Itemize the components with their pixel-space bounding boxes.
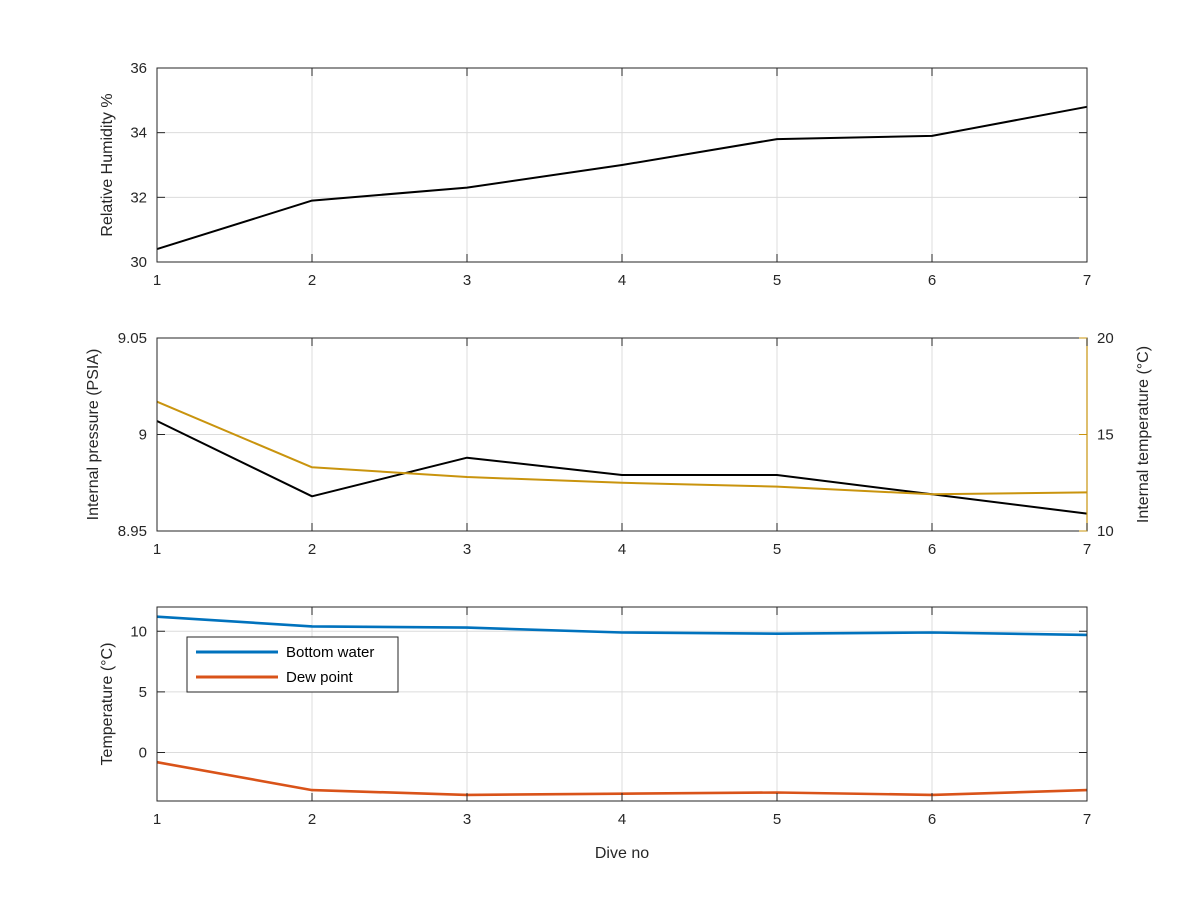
x-tick-label: 2: [308, 811, 316, 828]
y-tick-label: 5: [139, 684, 147, 701]
y-tick-label: 8.95: [118, 523, 147, 540]
x-tick-label: 4: [618, 811, 626, 828]
x-tick-label: 4: [618, 272, 626, 289]
legend-box: [186, 636, 399, 693]
series-line-pressure_temperature-1: [156, 400, 1088, 496]
series-line-humidity-0: [156, 105, 1088, 251]
right-y-tick-label: 10: [1097, 523, 1114, 540]
y-tick-label: 9.05: [118, 330, 147, 347]
x-axis-label: Dive no: [595, 845, 649, 862]
legend-entry: Bottom water: [286, 644, 374, 661]
x-tick-label: 6: [928, 811, 936, 828]
x-tick-label: 4: [618, 541, 626, 558]
panel-temperature: 1 2 3 4 5 6 7 0 5 10 Temperature (°C) Dive no Bottom…: [99, 606, 1091, 862]
y-axis-label: Temperature (°C): [99, 643, 116, 766]
x-tick-label: 2: [308, 272, 316, 289]
x-tick-label: 5: [773, 811, 781, 828]
y-axis-label: Relative Humidity %: [99, 93, 116, 236]
x-tick-label: 7: [1083, 541, 1091, 558]
x-tick-label: 5: [773, 541, 781, 558]
x-tick-label: 7: [1083, 272, 1091, 289]
x-tick-label: 1: [153, 811, 161, 828]
right-y-tick-label: 15: [1097, 427, 1114, 444]
series-line-bottom-water: [156, 615, 1088, 637]
y-axis-label: Internal pressure (PSIA): [85, 349, 102, 521]
x-tick-label: 2: [308, 541, 316, 558]
x-tick-label: 5: [773, 272, 781, 289]
x-tick-label: 7: [1083, 811, 1091, 828]
legend-entry: Dew point: [286, 669, 354, 686]
y-tick-label: 36: [130, 60, 147, 77]
x-tick-label: 3: [463, 541, 471, 558]
right-y-axis-label: Internal temperature (°C): [1135, 346, 1152, 523]
x-tick-label: 3: [463, 811, 471, 828]
right-y-tick-label: 20: [1097, 330, 1114, 347]
x-tick-label: 6: [928, 541, 936, 558]
y-tick-label: 10: [130, 623, 147, 640]
y-tick-label: 34: [130, 125, 147, 142]
y-tick-label: 30: [130, 254, 147, 271]
x-tick-label: 3: [463, 272, 471, 289]
y-tick-label: 32: [130, 189, 147, 206]
legend: Bottom water Dew point: [186, 636, 399, 693]
x-tick-label: 1: [153, 272, 161, 289]
y-tick-label: 9: [139, 427, 147, 444]
y-tick-label: 0: [139, 745, 147, 762]
x-tick-label: 1: [153, 541, 161, 558]
x-tick-label: 6: [928, 272, 936, 289]
panel-pressure_temperature: 1 2 3 4 5 6 7 8.95 9 9.05 10 15 20 Internal temperatu…: [85, 330, 1152, 558]
